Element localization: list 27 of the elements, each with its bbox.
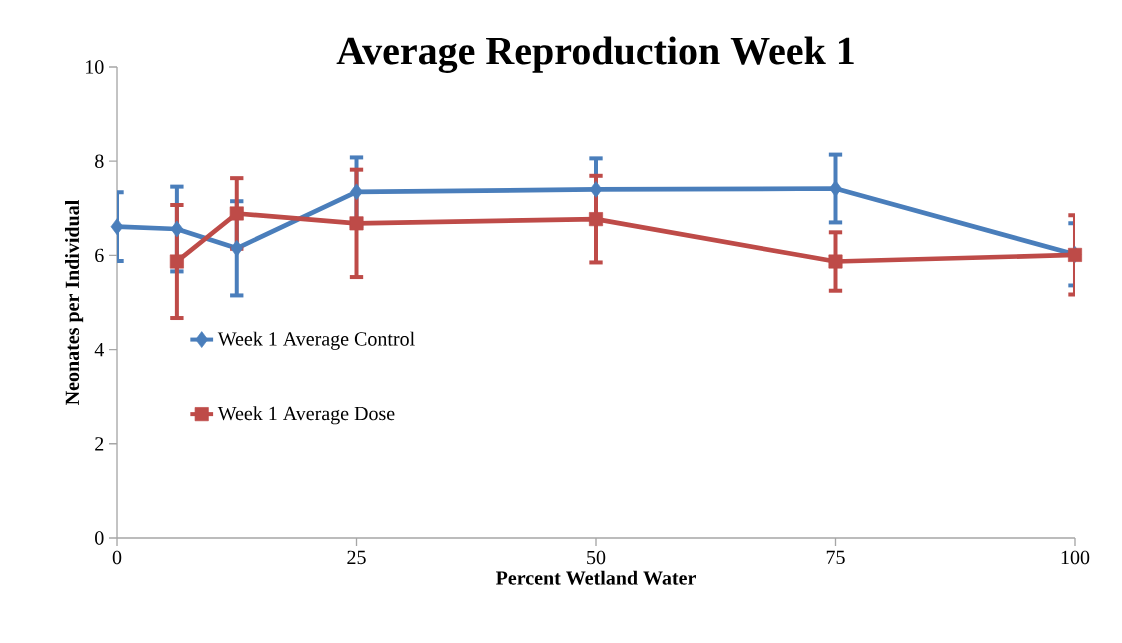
point — [349, 216, 364, 231]
legend-label: Week 1 Average Control — [217, 331, 415, 350]
point — [170, 220, 184, 238]
point — [230, 239, 244, 257]
x-tick-label: 25 — [347, 550, 366, 565]
y-tick-label: 8 — [95, 154, 104, 168]
point — [350, 183, 363, 201]
point — [169, 254, 184, 269]
y-tick-label: 4 — [94, 343, 104, 357]
y-tick-label: 2 — [95, 437, 104, 451]
x-tick-label: 50 — [587, 550, 606, 565]
x-axis-title: Percent Wetland Water — [495, 570, 696, 585]
x-tick-label: 0 — [112, 550, 122, 565]
x-tick-label: 75 — [826, 550, 845, 564]
y-tick-label: 10 — [86, 60, 104, 74]
point — [589, 181, 603, 198]
point — [229, 206, 244, 221]
point — [828, 254, 843, 269]
chart-title: Average Reproduction Week 1 — [336, 36, 854, 73]
x-tick-label: 100 — [1061, 550, 1090, 565]
y-axis-title: Neonates per Individual — [65, 200, 84, 405]
point — [829, 180, 842, 197]
legend-label: Week 1 Average Dose — [217, 406, 395, 425]
point — [110, 218, 124, 235]
y-tick-label: 0 — [95, 531, 104, 545]
y-tick-label: 6 — [95, 248, 104, 263]
point — [589, 212, 604, 227]
